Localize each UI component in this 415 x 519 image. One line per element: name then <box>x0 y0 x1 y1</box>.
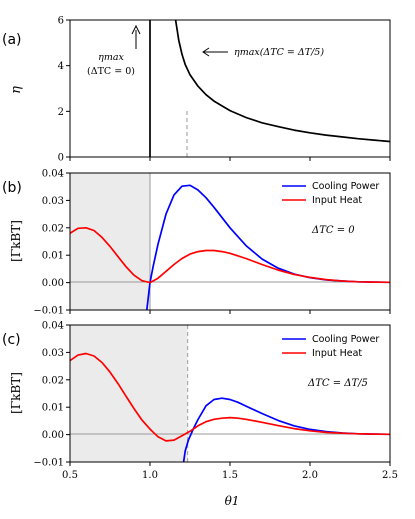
y-tick-label: 0.02 <box>42 223 64 234</box>
panel-c-ylabel: [ΓkBT] <box>9 372 23 414</box>
series-cooling-power <box>182 397 390 462</box>
panel-b-ticks: −0.01 0.00 0.01 0.02 0.03 0.04 <box>33 169 391 317</box>
legend-input-heat: Input Heat <box>312 195 362 206</box>
series-curve-1 <box>149 20 151 157</box>
y-tick-label: 0.01 <box>42 403 64 414</box>
x-tick-label: 1.5 <box>222 470 238 481</box>
annotation-eta-max-zero: ηmax (ΔTC = 0) <box>87 24 141 77</box>
y-tick-label: 0.00 <box>42 278 64 289</box>
panel-a-label: (a) <box>2 32 22 48</box>
panel-a-ylabel: η <box>9 86 24 94</box>
y-tick-label: 0.03 <box>42 348 64 359</box>
panel-c-annotation: ΔTC = ΔT/5 <box>307 378 368 389</box>
panel-c-frame <box>69 324 391 463</box>
y-tick-label: 0.02 <box>42 375 64 386</box>
legend-input-heat: Input Heat <box>312 348 362 359</box>
panel-b-ylabel: [ΓkBT] <box>9 220 23 262</box>
panel-c-series <box>70 352 390 462</box>
y-tick-label: 0.04 <box>42 169 64 180</box>
series-input-heat <box>70 226 390 284</box>
panel-b-shaded-region <box>70 173 150 310</box>
panel-a: (a) 0 2 4 6 η ηmax (ΔTC = 0) ηmax(ΔTC = ΔT/… <box>2 16 391 164</box>
x-tick-label: 2.0 <box>302 470 318 481</box>
panel-b-frame <box>69 172 391 311</box>
annotation-eta-max-dtc-text: ηmax(ΔTC = ΔT/5) <box>234 47 324 58</box>
legend-cooling-power: Cooling Power <box>312 334 379 345</box>
panel-b-label: (b) <box>2 180 22 196</box>
annotation-eta-max-dtc: ηmax(ΔTC = ΔT/5) <box>202 47 324 58</box>
panel-c-ticks: −0.01 0.00 0.01 0.02 0.03 0.04 0.5 1.0 1.5 2.0 2.5 <box>33 321 398 482</box>
panel-c: (c) −0.01 0.00 0.01 0.02 0.03 0.04 0.5 1.0 1.5 2.… <box>2 321 398 509</box>
annotation-eta-max-zero-line2: (ΔTC = 0) <box>87 66 135 77</box>
y-tick-label: 4 <box>58 61 64 72</box>
y-tick-label: 6 <box>58 16 64 27</box>
panel-a-ticks: 0 2 4 6 <box>58 16 391 164</box>
panel-b: (b) −0.01 0.00 0.01 0.02 0.03 0.04 [ΓkBT] Coo… <box>2 169 391 317</box>
panel-c-shaded-region <box>70 325 188 462</box>
series-input-heat <box>70 352 390 442</box>
y-tick-label: −0.01 <box>33 458 64 469</box>
panel-b-legend: Cooling Power Input Heat <box>282 181 379 206</box>
x-tick-label: 0.5 <box>62 470 78 481</box>
panel-c-xlabel: θ1 <box>225 494 240 508</box>
panel-a-series <box>149 20 390 157</box>
y-tick-label: 0.00 <box>42 430 64 441</box>
panel-c-label: (c) <box>2 332 21 348</box>
series-curve-2 <box>174 20 390 143</box>
legend-cooling-power: Cooling Power <box>312 181 379 192</box>
left-arrow-icon <box>202 47 210 57</box>
up-arrow-icon <box>131 24 141 35</box>
y-tick-label: 0.04 <box>42 321 64 332</box>
panel-c-legend: Cooling Power Input Heat <box>282 334 379 359</box>
y-tick-label: 2 <box>58 107 64 118</box>
y-tick-label: 0.01 <box>42 251 64 262</box>
panel-a-frame <box>69 19 391 158</box>
x-tick-label: 1.0 <box>142 470 158 481</box>
y-tick-label: 0.03 <box>42 196 64 207</box>
panel-b-annotation: ΔTC = 0 <box>311 225 355 236</box>
y-tick-label: 0 <box>58 153 64 164</box>
y-tick-label: −0.01 <box>33 306 64 317</box>
annotation-eta-max-zero-line1: ηmax <box>98 52 124 63</box>
x-tick-label: 2.5 <box>382 470 398 481</box>
panel-b-series <box>70 184 390 310</box>
